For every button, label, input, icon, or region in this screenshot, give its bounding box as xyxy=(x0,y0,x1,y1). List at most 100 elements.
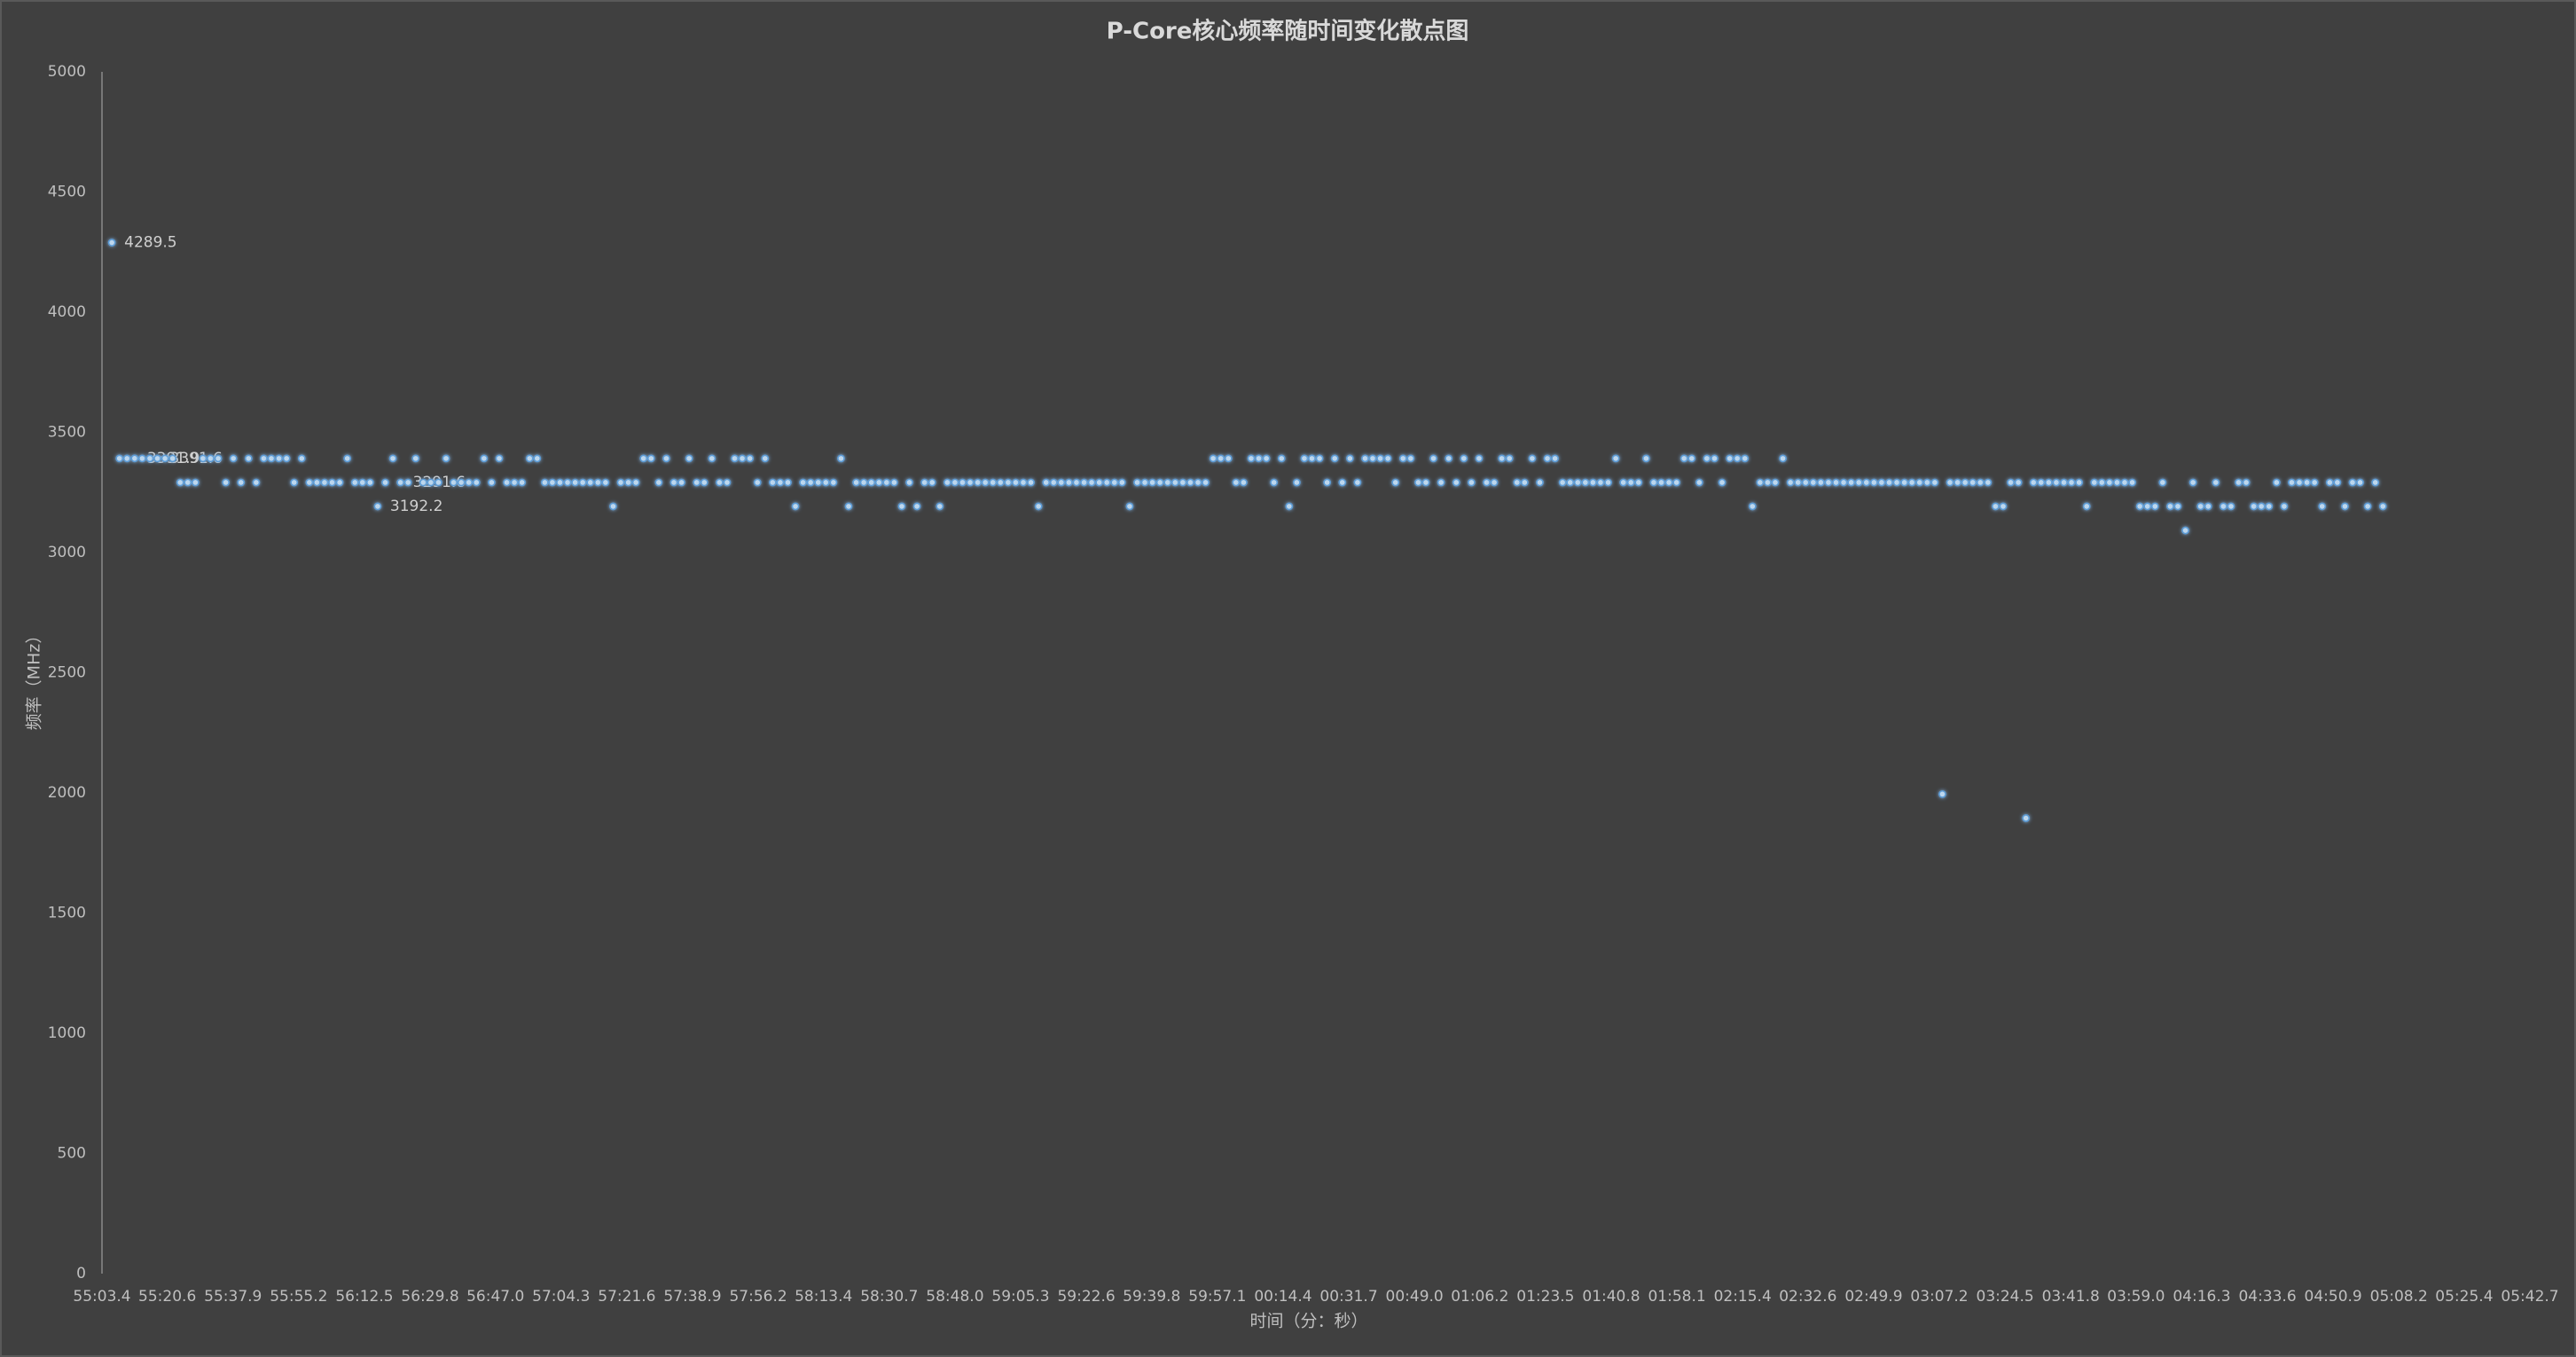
data-point xyxy=(510,478,519,487)
data-point xyxy=(2325,478,2334,487)
data-point xyxy=(465,478,474,487)
data-point xyxy=(1467,478,1476,487)
data-point xyxy=(631,478,640,487)
data-point xyxy=(1368,454,1377,463)
data-point xyxy=(1589,478,1597,487)
data-point xyxy=(1892,478,1901,487)
data-point xyxy=(799,478,808,487)
data-point xyxy=(1869,478,1878,487)
data-point xyxy=(829,478,838,487)
data-point xyxy=(503,478,511,487)
data-point xyxy=(2356,478,2364,487)
x-tick-label: 58:13.4 xyxy=(795,1288,852,1306)
data-point xyxy=(1004,478,1013,487)
data-point xyxy=(1687,454,1696,463)
data-point xyxy=(1445,454,1453,463)
data-point xyxy=(1133,478,1141,487)
data-point xyxy=(1209,454,1218,463)
x-tick-label: 05:08.2 xyxy=(2370,1288,2428,1306)
data-point xyxy=(1027,478,1035,487)
data-point xyxy=(525,454,534,463)
data-point xyxy=(1984,478,1993,487)
data-point xyxy=(1148,478,1157,487)
data-point xyxy=(1528,454,1537,463)
data-point xyxy=(2022,814,2031,822)
data-point xyxy=(457,478,466,487)
data-point xyxy=(1012,478,1020,487)
data-point xyxy=(237,478,246,487)
data-point xyxy=(214,454,223,463)
data-point xyxy=(130,454,139,463)
x-tick-label: 03:41.8 xyxy=(2042,1288,2100,1306)
data-point xyxy=(1862,478,1871,487)
data-point xyxy=(1057,478,1066,487)
x-tick-label: 02:49.9 xyxy=(1844,1288,1902,1306)
data-point xyxy=(981,478,990,487)
data-point xyxy=(1756,478,1765,487)
y-tick-label: 2500 xyxy=(48,664,86,682)
data-point xyxy=(2113,478,2121,487)
x-tick-label: 57:21.6 xyxy=(598,1288,655,1306)
data-point xyxy=(1520,478,1529,487)
data-point xyxy=(396,478,405,487)
data-point xyxy=(2235,478,2243,487)
data-point xyxy=(191,478,200,487)
data-point xyxy=(889,478,898,487)
data-point xyxy=(1672,478,1681,487)
data-point xyxy=(1505,454,1514,463)
data-point xyxy=(1664,478,1673,487)
data-point xyxy=(1315,454,1324,463)
x-tick-label: 58:30.7 xyxy=(860,1288,918,1306)
data-point xyxy=(427,478,435,487)
data-point xyxy=(2303,478,2311,487)
data-point xyxy=(1718,478,1726,487)
data-point xyxy=(2219,502,2228,511)
data-point xyxy=(1596,478,1605,487)
data-point xyxy=(176,478,184,487)
data-point xyxy=(609,502,617,511)
data-point xyxy=(290,478,299,487)
data-point xyxy=(753,478,762,487)
data-point xyxy=(859,478,868,487)
data-point xyxy=(2212,478,2220,487)
data-point xyxy=(761,454,770,463)
data-point xyxy=(601,478,610,487)
data-point xyxy=(639,454,648,463)
data-point xyxy=(1163,478,1172,487)
data-point xyxy=(616,478,625,487)
x-tick-label: 05:42.7 xyxy=(2501,1288,2558,1306)
data-point xyxy=(1558,478,1567,487)
data-point xyxy=(335,478,344,487)
data-point xyxy=(1551,454,1560,463)
x-tick-label: 55:03.4 xyxy=(73,1288,130,1306)
data-point xyxy=(1816,478,1825,487)
data-point xyxy=(593,478,602,487)
data-point xyxy=(275,454,283,463)
x-tick-label: 57:38.9 xyxy=(663,1288,721,1306)
x-tick-label: 56:12.5 xyxy=(335,1288,393,1306)
y-tick-label: 1500 xyxy=(48,905,86,922)
data-point xyxy=(1232,478,1241,487)
x-tick-label: 03:07.2 xyxy=(1910,1288,1968,1306)
data-point xyxy=(2250,502,2259,511)
data-point xyxy=(1247,454,1256,463)
data-point xyxy=(1202,478,1210,487)
data-point xyxy=(184,478,192,487)
data-point xyxy=(677,478,685,487)
x-tick-label: 02:15.4 xyxy=(1714,1288,1772,1306)
x-tick-label: 04:16.3 xyxy=(2173,1288,2230,1306)
data-point xyxy=(297,454,306,463)
data-point xyxy=(1224,454,1233,463)
data-point xyxy=(966,478,975,487)
data-point xyxy=(2265,502,2274,511)
data-point xyxy=(1383,454,1392,463)
data-point xyxy=(2242,478,2251,487)
data-point xyxy=(821,478,830,487)
data-point xyxy=(1277,454,1286,463)
data-point xyxy=(2067,478,2076,487)
data-point xyxy=(1711,454,1719,463)
data-point xyxy=(1679,454,1688,463)
data-point xyxy=(153,454,161,463)
x-tick-label: 03:24.5 xyxy=(1977,1288,2034,1306)
